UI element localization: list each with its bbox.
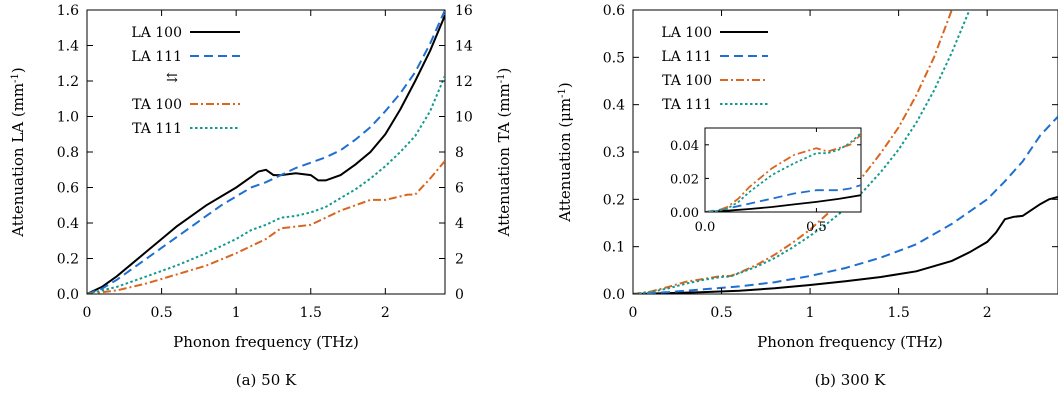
panel-a-ylabel: Attenuation LA (mm-1) bbox=[9, 67, 27, 238]
panel-b-xtick-label: 1.5 bbox=[887, 305, 909, 321]
panel-b-xtick-label: 2 bbox=[983, 305, 992, 321]
inset-series bbox=[705, 132, 861, 212]
panel-b-series-ta-111 bbox=[633, 10, 971, 294]
panel-b-ytick-label: 0.2 bbox=[603, 192, 625, 208]
panel-a-xtick-label: 0 bbox=[83, 305, 92, 321]
panel-a-ytick-label: 1.0 bbox=[57, 110, 79, 126]
inset-series-ta-100 bbox=[705, 134, 861, 212]
inset-ytick-label: 0.04 bbox=[670, 139, 699, 154]
panel-b-ytick-label: 0.5 bbox=[603, 50, 625, 66]
panel-a-y2label: Attenuation TA (mm-1) bbox=[495, 68, 513, 238]
panel-a-ytick-label: 1.2 bbox=[57, 74, 79, 90]
panel-a-series-la-100 bbox=[87, 14, 445, 294]
panel-b-chart: 0 0.5 1 1.5 2 0.0 0.1 0.2 0.3 0.4 0.5 0.6 Phonon fr… bbox=[556, 3, 1058, 389]
panel-a-ytick-label: 0.4 bbox=[57, 216, 79, 232]
panel-a-chart: 0 0.5 1 1.5 2 0.0 0.2 0.4 0.6 0.8 1.0 1.2 1.4 1.6 0 2 4 6… bbox=[9, 3, 513, 389]
panel-a-caption: (a) 50 K bbox=[236, 371, 297, 389]
panel-a-series-ta-111 bbox=[87, 75, 445, 294]
panel-b-ytick-label: 0.3 bbox=[603, 145, 625, 161]
panel-b-legend-label-ta-111: TA 111 bbox=[662, 97, 712, 113]
inset-ytick-label: 0.02 bbox=[670, 172, 699, 187]
panel-a-y2tick-label: 16 bbox=[455, 3, 473, 19]
panel-b-legend-label-ta-100: TA 100 bbox=[662, 73, 712, 89]
panel-b-ticks: 0 0.5 1 1.5 2 0.0 0.1 0.2 0.3 0.4 0.5 0.6 bbox=[603, 3, 1058, 321]
panel-a-y2tick-label: 14 bbox=[455, 39, 473, 55]
panel-a-xtick-label: 2 bbox=[381, 305, 390, 321]
panel-b-series-ta-100 bbox=[633, 10, 953, 294]
inset-xtick-label: 0.0 bbox=[695, 220, 716, 235]
panel-a-y2tick-label: 12 bbox=[455, 74, 473, 90]
panel-b-legend-label-la-100: LA 100 bbox=[661, 25, 712, 41]
panel-b-ytick-label: 0.6 bbox=[603, 3, 625, 19]
panel-a-ytick-label: 0.2 bbox=[57, 252, 79, 268]
panel-a-ytick-label: 1.6 bbox=[57, 3, 79, 19]
panel-a-series-la-111 bbox=[87, 10, 445, 294]
panel-a-xtick-label: 0.5 bbox=[150, 305, 172, 321]
panel-b-xtick-label: 0.5 bbox=[710, 305, 732, 321]
panel-b-xtick-label: 0 bbox=[629, 305, 638, 321]
panel-a-y2tick-label: 2 bbox=[455, 252, 464, 268]
panel-a-series bbox=[87, 10, 445, 294]
inset-ticks: 0.0 0.5 0.00 0.02 0.04 bbox=[670, 128, 861, 235]
panel-a-y2tick-label: 8 bbox=[455, 145, 464, 161]
panel-a-xlabel: Phonon frequency (THz) bbox=[173, 333, 359, 351]
panel-a-y2tick-label: 0 bbox=[455, 287, 464, 303]
panel-a-y2tick-label: 4 bbox=[455, 216, 464, 232]
panel-b-ytick-label: 0.0 bbox=[603, 287, 625, 303]
panel-b-ytick-label: 0.4 bbox=[603, 98, 625, 114]
panel-a-legend-label-ta-111: TA 111 bbox=[132, 121, 182, 137]
panel-b-series-la-100 bbox=[633, 196, 1058, 294]
inset-series-la-100 bbox=[705, 194, 861, 212]
inset-series-ta-111 bbox=[705, 132, 861, 212]
panel-a-xtick-label: 1.5 bbox=[300, 305, 322, 321]
panel-a-y2tick-label: 6 bbox=[455, 181, 464, 197]
panel-a-legend-label-la-111: LA 111 bbox=[131, 49, 182, 65]
panel-a-ytick-label: 0.0 bbox=[57, 287, 79, 303]
panel-a-xtick-label: 1 bbox=[232, 305, 241, 321]
panel-a-series-ta-100 bbox=[87, 160, 445, 294]
panel-a-ytick-label: 0.8 bbox=[57, 145, 79, 161]
panel-a-legend-label-ta-100: TA 100 bbox=[132, 97, 182, 113]
panel-a-y2tick-label: 10 bbox=[455, 110, 473, 126]
panel-b-legend-label-la-111: LA 111 bbox=[661, 49, 712, 65]
panel-a-ytick-label: 0.6 bbox=[57, 181, 79, 197]
axis-switch-symbol: ⇆ bbox=[166, 70, 178, 86]
inset-xtick-label: 0.5 bbox=[806, 220, 827, 235]
panel-b-ylabel: Attenuation (μm-1) bbox=[556, 82, 574, 222]
panel-b-xtick-label: 1 bbox=[806, 305, 815, 321]
panel-b-inset: 0.0 0.5 0.00 0.02 0.04 bbox=[670, 127, 862, 235]
panel-a-legend: LA 100 LA 111 TA 100 TA 111 bbox=[131, 25, 240, 137]
panel-b-caption: (b) 300 K bbox=[815, 371, 886, 389]
panel-b-xlabel: Phonon frequency (THz) bbox=[757, 333, 943, 351]
panel-b-legend: LA 100 LA 111 TA 100 TA 111 bbox=[661, 25, 768, 113]
inset-series-la-111 bbox=[705, 184, 861, 212]
panel-a-ytick-label: 1.4 bbox=[57, 39, 79, 55]
panel-b-ytick-label: 0.1 bbox=[603, 240, 625, 256]
panel-a-legend-label-la-100: LA 100 bbox=[131, 25, 182, 41]
panel-a-ticks: 0 0.5 1 1.5 2 0.0 0.2 0.4 0.6 0.8 1.0 1.2 1.4 1.6 0 2 4 6… bbox=[57, 3, 473, 321]
inset-ytick-label: 0.00 bbox=[670, 206, 699, 221]
panel-b-series bbox=[633, 10, 1058, 294]
